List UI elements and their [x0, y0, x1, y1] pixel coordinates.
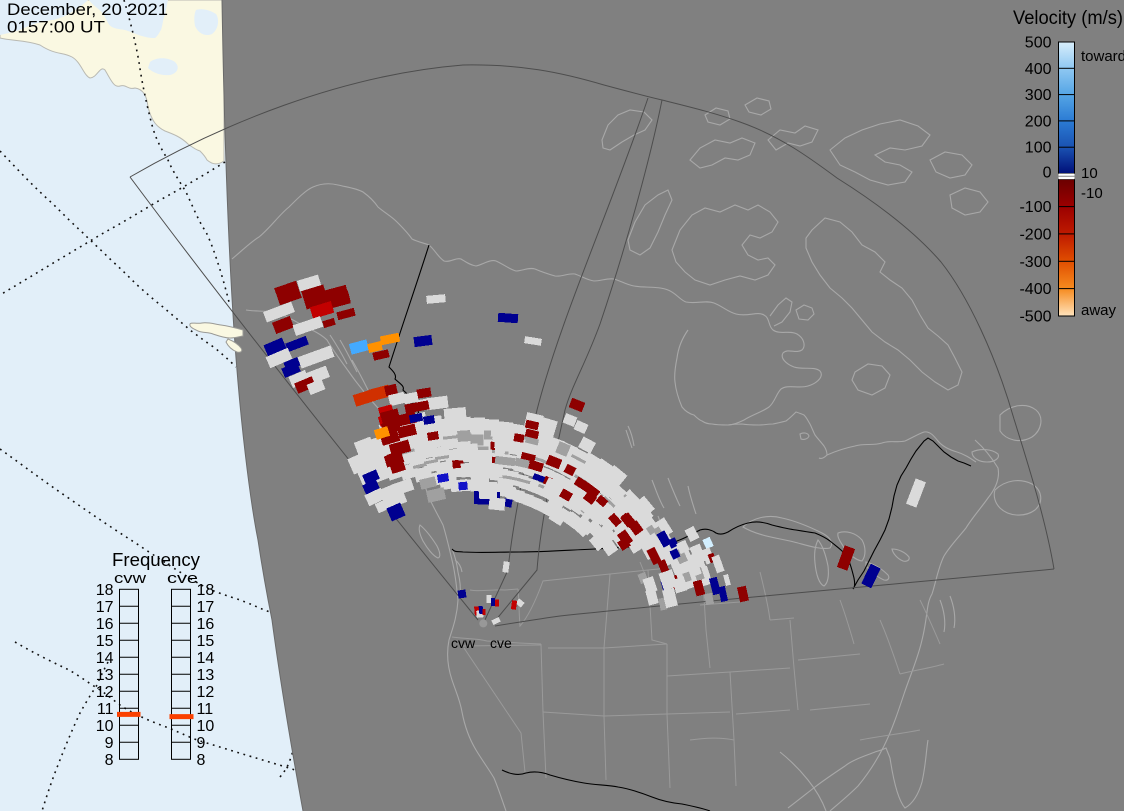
svg-text:9: 9: [105, 735, 114, 752]
svg-text:300: 300: [1025, 87, 1052, 104]
svg-text:-400: -400: [1019, 281, 1051, 298]
svg-text:12: 12: [96, 684, 114, 701]
svg-text:9: 9: [197, 735, 206, 752]
svg-text:-10: -10: [1081, 185, 1103, 202]
svg-text:100: 100: [1025, 140, 1052, 157]
svg-text:10: 10: [1081, 165, 1098, 182]
svg-text:11: 11: [197, 701, 214, 718]
svg-text:16: 16: [96, 616, 114, 633]
svg-text:away: away: [1081, 302, 1117, 319]
svg-text:cvw: cvw: [451, 635, 476, 651]
svg-text:December, 20 2021: December, 20 2021: [7, 0, 168, 19]
svg-text:0157:00 UT: 0157:00 UT: [7, 18, 105, 37]
svg-text:8: 8: [197, 752, 206, 769]
svg-text:cve: cve: [490, 635, 512, 651]
svg-text:18: 18: [197, 582, 215, 599]
svg-text:Frequency: Frequency: [112, 550, 200, 570]
svg-text:14: 14: [96, 650, 114, 667]
svg-text:cvw: cvw: [114, 570, 146, 587]
svg-text:13: 13: [96, 667, 114, 684]
svg-text:400: 400: [1025, 61, 1052, 78]
svg-text:18: 18: [96, 582, 114, 599]
svg-text:cve: cve: [167, 570, 198, 587]
svg-text:17: 17: [197, 599, 215, 616]
svg-text:13: 13: [197, 667, 215, 684]
svg-text:8: 8: [105, 752, 114, 769]
svg-text:0: 0: [1043, 165, 1052, 182]
svg-text:17: 17: [96, 599, 114, 616]
svg-text:200: 200: [1025, 113, 1052, 130]
svg-text:500: 500: [1025, 35, 1052, 52]
svg-text:10: 10: [197, 718, 215, 735]
svg-text:16: 16: [197, 616, 215, 633]
svg-text:-200: -200: [1019, 226, 1051, 243]
svg-text:15: 15: [197, 633, 215, 650]
svg-text:10: 10: [96, 718, 114, 735]
svg-text:-100: -100: [1019, 199, 1051, 216]
svg-text:-300: -300: [1019, 254, 1051, 271]
svg-text:15: 15: [96, 633, 114, 650]
svg-text:Velocity (m/s): Velocity (m/s): [1013, 8, 1123, 29]
svg-text:toward: toward: [1081, 48, 1124, 65]
svg-text:12: 12: [197, 684, 215, 701]
svg-text:11: 11: [97, 701, 114, 718]
svg-text:-500: -500: [1019, 309, 1051, 326]
svg-text:14: 14: [197, 650, 215, 667]
